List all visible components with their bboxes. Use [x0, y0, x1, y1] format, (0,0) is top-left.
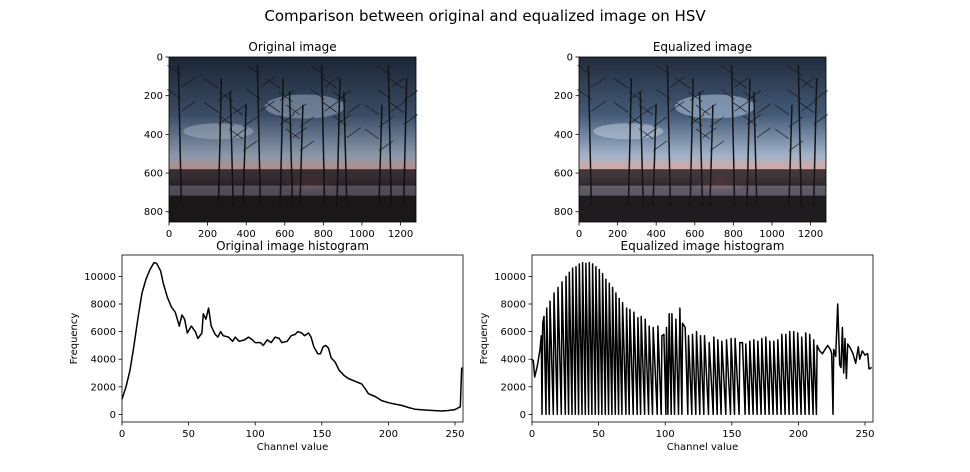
x-tick-label: 1000: [349, 229, 374, 240]
y-tick-label: 4000: [91, 355, 116, 366]
y-tick-label: 2000: [91, 382, 116, 393]
y-tick-label: 6000: [91, 327, 116, 338]
tree: [402, 78, 408, 206]
tree: [387, 65, 393, 206]
y-tick-label: 0: [157, 53, 163, 64]
image-frame: [168, 56, 417, 223]
x-tick-label: 0: [576, 229, 582, 240]
y-tick-label: 800: [144, 207, 163, 218]
tree: [730, 65, 736, 206]
x-tick-label: 150: [722, 429, 741, 440]
chart-title: Original image histogram: [216, 239, 369, 253]
tree: [666, 65, 672, 206]
x-tick-label: 600: [275, 229, 294, 240]
tree: [229, 91, 234, 206]
tree: [788, 104, 793, 206]
tree: [587, 65, 593, 206]
x-tick-label: 600: [685, 229, 704, 240]
x-tick-label: 800: [724, 229, 743, 240]
x-axis-label: Channel value: [667, 442, 739, 453]
tree: [217, 78, 223, 206]
tree: [378, 104, 383, 206]
y-tick-label: 800: [554, 207, 573, 218]
tree: [698, 91, 704, 206]
x-tick-label: 200: [198, 229, 217, 240]
y-tick-label: 200: [144, 91, 163, 102]
x-tick-label: 50: [592, 429, 605, 440]
chart-title: Equalized image histogram: [621, 239, 785, 253]
x-tick-label: 0: [529, 429, 535, 440]
x-tick-label: 400: [237, 229, 256, 240]
y-tick-label: 10000: [494, 272, 526, 283]
tree: [627, 78, 633, 206]
histogram-line: [121, 261, 463, 412]
y-tick-label: 8000: [501, 299, 526, 310]
x-tick-label: 800: [314, 229, 333, 240]
tree: [753, 91, 758, 206]
tree: [256, 65, 262, 206]
image-0: [167, 57, 418, 222]
y-tick-label: 4000: [501, 355, 526, 366]
y-tick-label: 600: [144, 169, 163, 180]
histogram-line: [531, 261, 873, 416]
x-tick-label: 200: [789, 429, 808, 440]
tree: [709, 104, 714, 206]
image-frame: [578, 56, 827, 223]
tree: [320, 65, 326, 206]
x-tick-label: 1200: [388, 229, 413, 240]
x-tick-label: 250: [445, 429, 464, 440]
y-tick-label: 200: [554, 91, 573, 102]
y-tick-label: 10000: [84, 272, 116, 283]
x-axis-label: Channel value: [257, 442, 329, 453]
y-tick-label: 400: [554, 130, 573, 141]
tree: [343, 91, 348, 206]
tree: [336, 78, 341, 206]
x-tick-label: 1200: [798, 229, 823, 240]
x-tick-label: 100: [246, 429, 265, 440]
tree: [279, 78, 284, 206]
x-tick-label: 0: [119, 429, 125, 440]
y-tick-label: 400: [144, 130, 163, 141]
plot-frame: [531, 254, 874, 423]
image-1: [577, 57, 828, 222]
plot-frame: [121, 254, 464, 423]
tree: [242, 104, 247, 206]
image-title: Equalized image: [653, 40, 752, 54]
tree: [177, 65, 183, 206]
image-title: Original image: [248, 40, 336, 54]
tree: [812, 78, 818, 206]
y-tick-label: 0: [520, 410, 526, 421]
x-tick-label: 200: [379, 429, 398, 440]
tree: [639, 91, 644, 206]
tree: [746, 78, 751, 206]
x-tick-label: 200: [608, 229, 627, 240]
x-tick-label: 0: [166, 229, 172, 240]
x-tick-label: 400: [647, 229, 666, 240]
y-axis-label: Frequency: [69, 313, 80, 365]
x-tick-label: 50: [182, 429, 195, 440]
tree: [689, 78, 694, 206]
tree: [299, 104, 304, 206]
x-tick-label: 100: [656, 429, 675, 440]
x-tick-label: 1000: [759, 229, 784, 240]
y-tick-label: 2000: [501, 382, 526, 393]
y-tick-label: 0: [567, 53, 573, 64]
figure-title: Comparison between original and equalize…: [264, 7, 706, 25]
tree: [797, 65, 803, 206]
x-tick-label: 250: [855, 429, 874, 440]
y-axis-label: Frequency: [479, 313, 490, 365]
tree: [652, 104, 657, 206]
y-tick-label: 0: [110, 410, 116, 421]
y-tick-label: 600: [554, 169, 573, 180]
y-tick-label: 6000: [501, 327, 526, 338]
y-tick-label: 8000: [91, 299, 116, 310]
x-tick-label: 150: [312, 429, 331, 440]
tree: [288, 91, 294, 206]
